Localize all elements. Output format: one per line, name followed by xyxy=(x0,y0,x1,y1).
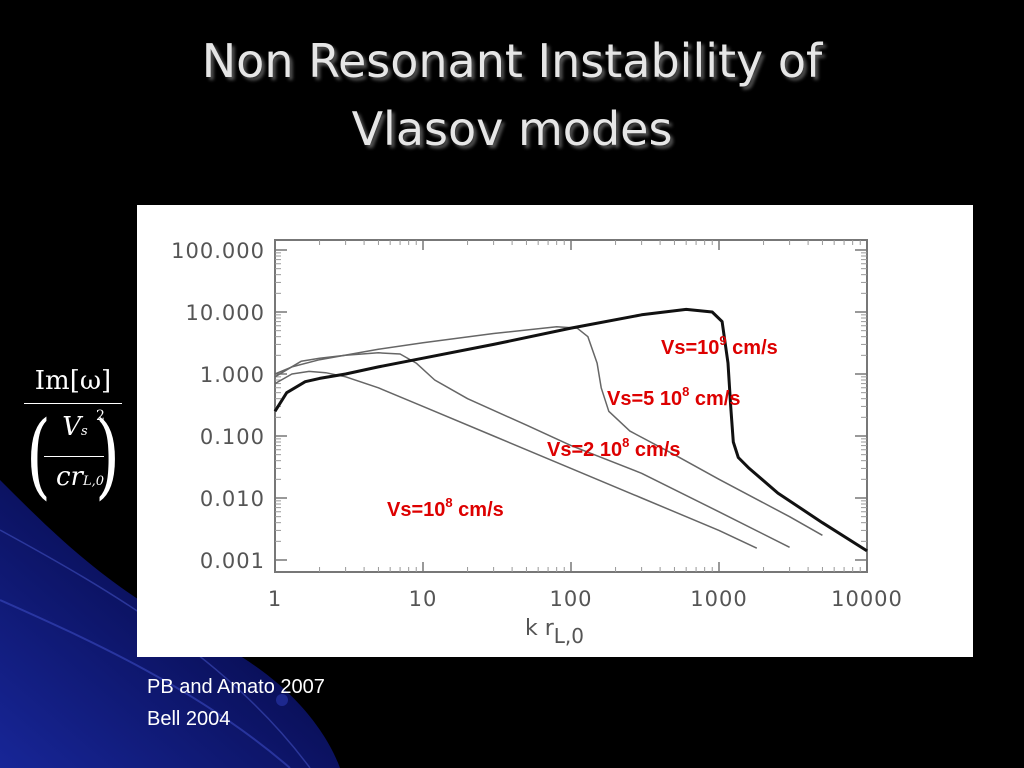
x-tick-label: 1000 xyxy=(690,587,747,611)
ylabel-vs-superscript: 2 xyxy=(96,408,105,424)
series-label-unit: cm/s xyxy=(453,499,504,521)
series-label-unit: cm/s xyxy=(689,388,740,410)
x-axis-label: k rL,0 xyxy=(525,616,584,648)
series-label-1: Vs=108 cm/s xyxy=(387,495,504,521)
series-line-2 xyxy=(274,352,790,548)
x-tick-label: 10 xyxy=(409,587,438,611)
x-axis-label-subscript: L,0 xyxy=(554,624,584,648)
slide-title-line-2: Vlasov modes xyxy=(351,102,673,156)
y-axis-label: Im[ω] ( ) Vs 2 crL,0 xyxy=(20,364,126,514)
series-labels: Vs=108 cm/sVs=2 108 cm/sVs=5 108 cm/sVs=… xyxy=(387,333,778,521)
x-tick-labels: 1 10 100 1000 10000 xyxy=(268,587,903,611)
series-label-4: Vs=109 cm/s xyxy=(661,333,778,359)
x-tick-label: 100 xyxy=(549,587,592,611)
y-tick-label: 100.000 xyxy=(171,239,265,263)
ylabel-inner-fraction-bar xyxy=(44,456,104,457)
x-tick-label: 1 xyxy=(268,587,282,611)
series-label-sup: 8 xyxy=(445,495,452,510)
y-tick-label: 0.001 xyxy=(200,549,265,573)
chart: 100.000 10.000 1.000 0.100 0.010 0.001 1 10 100… xyxy=(171,239,903,648)
tick-marks xyxy=(274,240,868,572)
series-line-1 xyxy=(274,370,758,549)
x-axis-label-main: k r xyxy=(525,616,555,641)
ylabel-cr: cr xyxy=(55,462,83,492)
x-tick-label: 10000 xyxy=(831,587,903,611)
series-label-sup: 8 xyxy=(622,435,629,450)
series-label-3: Vs=5 108 cm/s xyxy=(607,384,740,410)
series-label-unit: cm/s xyxy=(727,337,778,359)
series-label-base: Vs=2 10 xyxy=(547,439,622,461)
series-label-base: Vs=10 xyxy=(387,499,445,521)
series-label-2: Vs=2 108 cm/s xyxy=(547,435,680,461)
reference-2: Bell 2004 xyxy=(147,708,231,730)
ylabel-cr-subscript: L,0 xyxy=(82,474,105,489)
series-label-sup: 9 xyxy=(719,333,726,348)
series-label-base: Vs=10 xyxy=(661,337,719,359)
chart-panel: 100.000 10.000 1.000 0.100 0.010 0.001 1 10 100… xyxy=(137,205,973,657)
ylabel-vs: Vs 2 xyxy=(50,408,105,442)
ylabel-vs-subscript: s xyxy=(81,424,88,439)
ylabel-numerator: Im[ω] xyxy=(34,366,112,396)
series-line-4 xyxy=(273,307,868,553)
series-label-sup: 8 xyxy=(682,384,689,399)
y-tick-label: 0.100 xyxy=(200,425,265,449)
series-label-unit: cm/s xyxy=(629,439,680,461)
plot-frame xyxy=(274,239,868,573)
y-tick-label: 10.000 xyxy=(186,301,265,325)
ylabel-vs-symbol: V xyxy=(62,412,82,442)
slide-title-line-1: Non Resonant Instability of xyxy=(201,34,823,88)
y-tick-label: 0.010 xyxy=(200,487,265,511)
y-tick-labels: 100.000 10.000 1.000 0.100 0.010 0.001 xyxy=(171,239,265,573)
ylabel-denominator: crL,0 xyxy=(40,462,120,492)
series-lines xyxy=(273,307,868,553)
series-label-base: Vs=5 10 xyxy=(607,388,682,410)
ylabel-fraction-bar xyxy=(24,403,122,404)
reference-1: PB and Amato 2007 xyxy=(147,676,325,698)
series-line-3 xyxy=(274,325,823,536)
y-tick-label: 1.000 xyxy=(200,363,265,387)
